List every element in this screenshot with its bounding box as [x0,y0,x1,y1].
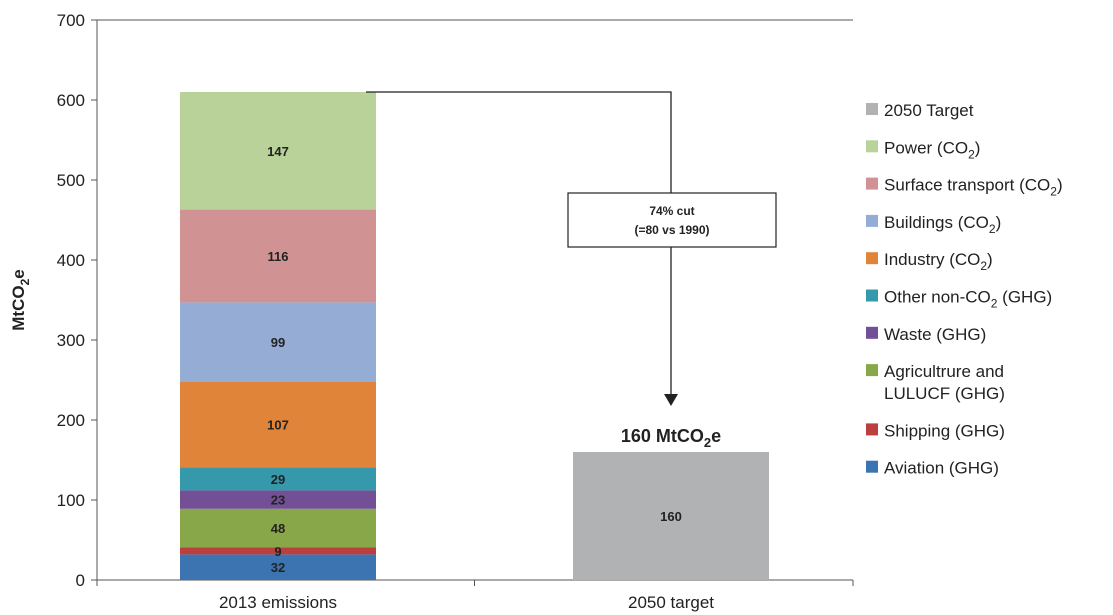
y-tick-label: 400 [57,251,85,270]
legend-swatch [866,252,878,265]
x-tick-label: 2050 target [628,593,714,612]
legend-label: Surface transport (CO2) [884,176,1063,199]
data-label: 107 [267,417,289,432]
bar-segment [180,381,376,468]
arrowhead [664,394,678,406]
legend-swatch [866,214,878,227]
bar-segment [180,92,376,210]
legend-label: Shipping (GHG) [884,421,1005,440]
cut-annotation: 74% cut (=80 vs 1990) 160 MtCO2e [366,91,777,450]
data-label: 99 [271,335,285,350]
bar-segment [180,209,376,303]
y-tick-label: 300 [57,331,85,350]
y-tick-label: 0 [76,571,85,590]
arrow-line [366,91,672,404]
legend-label: Other non-CO2 (GHG) [884,288,1052,311]
bar-segment [180,554,376,580]
data-label: 9 [274,544,281,559]
legend-swatch [866,177,878,190]
data-label: 29 [271,472,285,487]
legend-label: Agricultrure and [884,362,1004,381]
cut-box [567,192,777,248]
bar-segment [180,547,376,555]
legend-swatch [866,103,878,115]
bar-segment [573,452,769,580]
legend-label: 2050 Target [884,101,974,120]
y-tick-label: 100 [57,491,85,510]
legend-swatch [866,423,878,436]
legend-swatch [866,460,878,473]
target-label: 160 MtCO2e [621,426,721,450]
data-label: 160 [660,509,682,524]
bar-segment [180,302,376,382]
y-tick-label: 600 [57,91,85,110]
legend-swatch [866,364,878,377]
legend-swatch [866,289,878,302]
legend: 2050 Target Power (CO2) Surface transport … [866,101,1063,478]
y-axis-label: MtCO2e [9,269,32,330]
y-tick-label: 200 [57,411,85,430]
legend-swatch [866,140,878,153]
legend-label: Power (CO2) [884,138,980,161]
legend-swatch [866,326,878,339]
legend-label: Waste (GHG) [884,325,986,344]
y-tick-label: 700 [57,11,85,30]
cut-label-line2: (=80 vs 1990) [634,223,709,237]
y-tick-label: 500 [57,171,85,190]
cut-label-line1: 74% cut [649,204,694,218]
data-label: 32 [271,560,285,575]
data-label: 116 [268,249,289,264]
legend-label: Buildings (CO2) [884,213,1001,236]
axes: 0 100 200 300 400 500 600 700 2013 emissions 2050… [57,11,854,612]
legend-label: LULUCF (GHG) [884,384,1005,403]
data-label: 147 [267,144,289,159]
bar-segment [180,467,376,491]
data-label: 23 [271,493,285,508]
bar-segment [180,490,376,509]
stacked-bars: 329 48 23 29 107 99 116 147 160 [180,92,769,580]
x-tick-label: 2013 emissions [219,593,337,612]
data-label: 48 [271,521,285,536]
legend-label: Aviation (GHG) [884,459,999,478]
bar-segment [180,508,376,548]
legend-label: Industry (CO2) [884,250,993,273]
